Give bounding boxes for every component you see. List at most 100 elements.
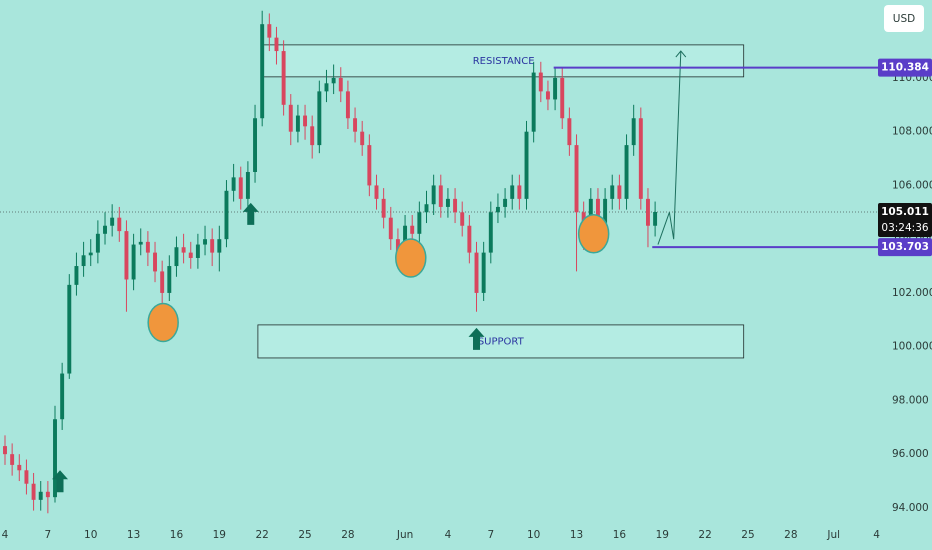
candle-body: [510, 185, 515, 199]
candle-body: [3, 446, 7, 455]
candle-body: [188, 252, 193, 258]
candle-body: [295, 115, 300, 132]
zone-label: SUPPORT: [478, 336, 525, 347]
candle-body: [103, 225, 107, 234]
candle-body: [117, 217, 122, 232]
candle-body: [138, 241, 143, 245]
x-tick-label: 10: [527, 529, 540, 541]
candle-body: [310, 126, 315, 146]
candle-body: [488, 212, 493, 253]
candle-body: [367, 145, 372, 186]
x-tick-label: 28: [341, 529, 354, 541]
x-tick-label: 16: [613, 529, 627, 541]
y-tick-label: 96.000: [892, 448, 929, 460]
candle-body: [195, 244, 200, 258]
candle-body: [124, 231, 129, 280]
x-tick-label: 25: [741, 529, 754, 541]
candle-body: [331, 77, 336, 84]
candle-body: [145, 241, 150, 253]
countdown: 03:24:36: [881, 222, 928, 234]
candle-body: [417, 212, 422, 234]
x-tick-label: 4: [873, 529, 880, 541]
x-tick-label: 13: [570, 529, 583, 541]
candle-body: [595, 198, 600, 226]
y-tick-label: 94.000: [892, 502, 929, 514]
y-tick-label: 100.000: [892, 341, 932, 353]
candle-body: [160, 271, 165, 293]
candle-body: [217, 239, 222, 253]
x-tick-label: 22: [255, 529, 268, 541]
candle-body: [631, 118, 636, 146]
highlight-circle: [577, 214, 610, 254]
up-arrow: [468, 327, 485, 350]
candle-body: [531, 72, 536, 132]
candle-body: [538, 72, 543, 92]
candle-body: [431, 185, 436, 205]
candle-body: [603, 198, 608, 226]
candle-body: [653, 212, 658, 226]
candle-body: [553, 77, 558, 100]
candle-body: [438, 185, 443, 207]
candle-body: [324, 83, 329, 92]
highlight-circle: [147, 302, 179, 343]
candle-body: [360, 131, 365, 146]
candle-body: [260, 24, 265, 119]
candle-body: [560, 77, 565, 119]
candle-body: [67, 284, 72, 374]
candle-body: [238, 177, 243, 199]
candle-body: [474, 252, 479, 293]
candle-body: [460, 212, 465, 226]
candle-body: [245, 171, 250, 199]
candle-body: [17, 464, 22, 471]
x-tick-label: 4: [445, 529, 452, 541]
candle-body: [503, 198, 508, 207]
y-tick-label: 106.000: [892, 179, 932, 191]
candle-body: [453, 198, 458, 213]
candle-body: [231, 177, 236, 191]
candle-body: [24, 470, 29, 484]
candle-body: [267, 24, 272, 38]
candle-body: [467, 225, 472, 253]
candle-body: [153, 252, 157, 272]
zone: [257, 324, 745, 359]
candle-body: [131, 244, 136, 280]
level-label-box: [878, 238, 932, 257]
candle-body: [31, 483, 36, 500]
projection-path: [657, 51, 682, 245]
candle-body: [74, 266, 79, 285]
x-tick-label: Jun: [396, 529, 413, 541]
candle-body: [638, 118, 643, 199]
candle-body: [495, 206, 500, 213]
candle-body: [388, 217, 393, 240]
currency-box[interactable]: [884, 5, 924, 32]
candle-body: [274, 37, 279, 52]
candle-body: [174, 247, 179, 267]
candle-body: [545, 91, 550, 100]
candle-body: [181, 247, 186, 253]
currency[interactable]: USD: [893, 13, 915, 25]
x-tick-label: 22: [698, 529, 711, 541]
candle-body: [60, 373, 65, 420]
x-tick-label: 25: [298, 529, 311, 541]
candle-body: [624, 145, 629, 199]
candle-body: [81, 255, 86, 267]
candle-body: [617, 185, 622, 199]
level-label: 103.703: [881, 241, 929, 253]
x-tick-label: 4: [2, 529, 9, 541]
zone-label: RESISTANCE: [473, 56, 535, 67]
x-tick-label: 13: [127, 529, 140, 541]
x-tick-label: 19: [656, 529, 669, 541]
candle-body: [381, 198, 386, 218]
candle-body: [45, 491, 50, 498]
y-tick-label: 108.000: [892, 126, 932, 138]
candle-body: [395, 239, 400, 253]
candle-body: [517, 185, 522, 199]
candle-body: [424, 204, 429, 213]
x-tick-label: Jul: [826, 529, 840, 541]
candle-body: [645, 198, 650, 226]
last-price-box: [878, 203, 932, 238]
highlight-circle: [395, 238, 427, 278]
candle-body: [210, 239, 215, 253]
